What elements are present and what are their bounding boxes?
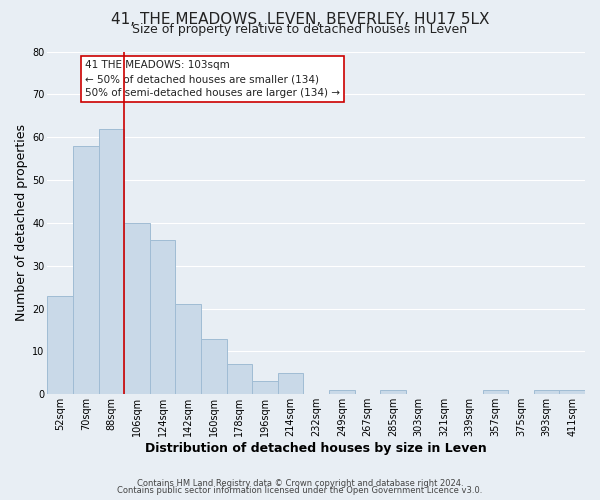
Text: Contains public sector information licensed under the Open Government Licence v3: Contains public sector information licen… [118, 486, 482, 495]
Bar [559, 390, 585, 394]
Text: Contains HM Land Registry data © Crown copyright and database right 2024.: Contains HM Land Registry data © Crown c… [137, 478, 463, 488]
Bar [278, 373, 304, 394]
Text: 41 THE MEADOWS: 103sqm
← 50% of detached houses are smaller (134)
50% of semi-de: 41 THE MEADOWS: 103sqm ← 50% of detached… [85, 60, 340, 98]
Bar [534, 390, 559, 394]
Y-axis label: Number of detached properties: Number of detached properties [15, 124, 28, 322]
Bar [482, 390, 508, 394]
Bar [47, 296, 73, 394]
Bar [329, 390, 355, 394]
Text: Size of property relative to detached houses in Leven: Size of property relative to detached ho… [133, 22, 467, 36]
X-axis label: Distribution of detached houses by size in Leven: Distribution of detached houses by size … [145, 442, 487, 455]
Bar [252, 382, 278, 394]
Bar [150, 240, 175, 394]
Bar [98, 128, 124, 394]
Bar [201, 338, 227, 394]
Bar [227, 364, 252, 394]
Bar [380, 390, 406, 394]
Bar [73, 146, 98, 394]
Bar [124, 223, 150, 394]
Text: 41, THE MEADOWS, LEVEN, BEVERLEY, HU17 5LX: 41, THE MEADOWS, LEVEN, BEVERLEY, HU17 5… [111, 12, 489, 28]
Bar [175, 304, 201, 394]
